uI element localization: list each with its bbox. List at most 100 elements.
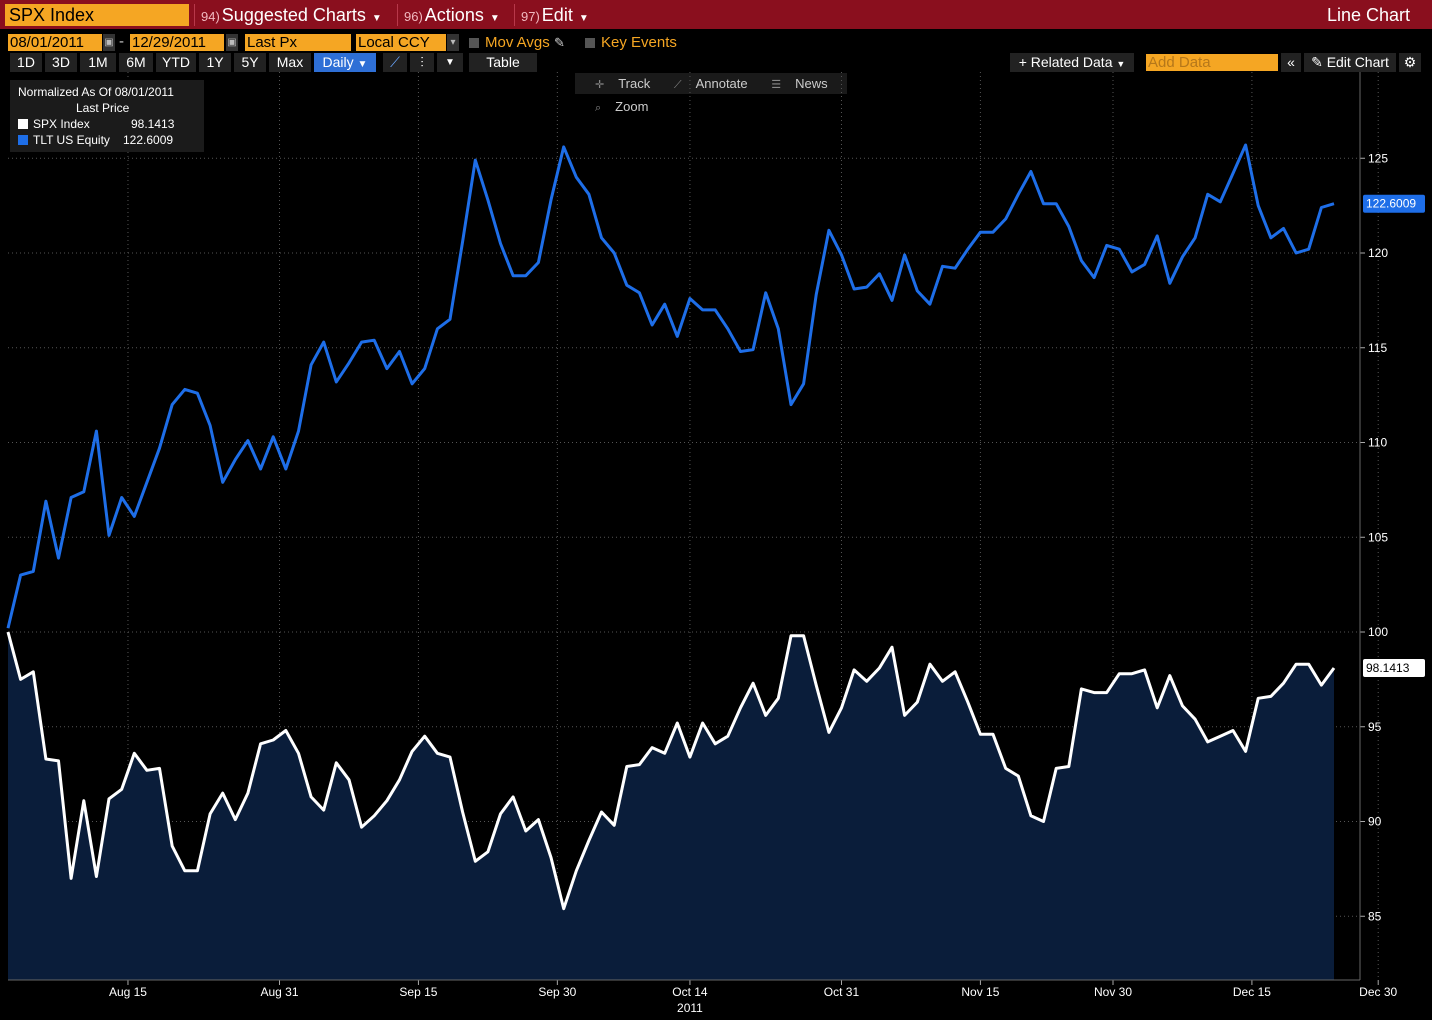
period-button-1y[interactable]: 1Y bbox=[199, 53, 231, 72]
x-axis: Aug 15 Aug 31 Sep 15 Sep 30 Oct 14 Oct 31 Nov … bbox=[8, 979, 1398, 999]
news-icon: ☰ bbox=[771, 79, 782, 91]
legend-tlt-name: TLT US Equity bbox=[33, 133, 110, 147]
x-tick-label: Oct 31 bbox=[824, 985, 860, 999]
key-events-toggle[interactable]: Key Events bbox=[585, 34, 677, 51]
related-data-label: Related Data bbox=[1030, 54, 1113, 70]
security-ticker-field[interactable]: SPX Index bbox=[5, 4, 189, 26]
dropdown-arrow-icon[interactable]: ▾ bbox=[447, 34, 459, 51]
pencil-icon: ✎ bbox=[1311, 54, 1323, 70]
chart-type-title: Line Chart bbox=[1326, 5, 1410, 25]
legend-normalized-text: Normalized As Of 08/01/2011 bbox=[18, 85, 174, 99]
period-button-1d[interactable]: 1D bbox=[10, 53, 42, 72]
y-tick-label: 90 bbox=[1368, 815, 1382, 829]
period-button-1m[interactable]: 1M bbox=[80, 53, 116, 72]
period-button-5y[interactable]: 5Y bbox=[234, 53, 266, 72]
gear-icon[interactable]: ⚙ bbox=[1399, 53, 1421, 72]
menu-label: Edit bbox=[541, 5, 573, 25]
y-tick-label: 85 bbox=[1368, 909, 1382, 923]
y-tick-label: 105 bbox=[1368, 530, 1388, 544]
x-tick-label: Sep 15 bbox=[399, 985, 437, 999]
frequency-label: Daily bbox=[322, 54, 354, 70]
menu-label: Actions bbox=[424, 5, 484, 25]
menu-label: Suggested Charts bbox=[221, 5, 366, 25]
spx-series-line[interactable] bbox=[6, 631, 1336, 911]
legend-spx-name: SPX Index bbox=[33, 117, 90, 131]
end-date-field[interactable]: 12/29/2011 bbox=[130, 34, 224, 51]
spx-last-value-tag-bg bbox=[1363, 659, 1425, 678]
top-menu-bar: SPX Index 94) Suggested Charts ▼ 96) Action… bbox=[0, 0, 1432, 29]
news-tool[interactable]: ☰ News bbox=[761, 76, 827, 91]
line-chart-icon[interactable]: ⟋ bbox=[383, 53, 407, 72]
legend-entry-spx[interactable]: SPX Index bbox=[18, 116, 90, 132]
y-tick-label: 100 bbox=[1368, 625, 1388, 639]
zoom-icon: ⌕ bbox=[595, 102, 602, 114]
edit-chart-label: Edit Chart bbox=[1326, 54, 1389, 70]
period-button-max[interactable]: Max bbox=[269, 53, 311, 72]
x-tick-label: Aug 15 bbox=[109, 985, 147, 999]
chart-toolbar: ✛ Track ⟋ Annotate ☰ News ⌕ Zoom bbox=[575, 73, 847, 114]
x-tick-label: Oct 14 bbox=[672, 985, 708, 999]
menu-number: 96) bbox=[404, 9, 423, 24]
x-tick-label: Sep 30 bbox=[538, 985, 576, 999]
crosshair-icon: ✛ bbox=[595, 79, 605, 91]
suggested-charts-menu[interactable]: 94) Suggested Charts ▼ bbox=[194, 4, 382, 26]
y-tick-label: 95 bbox=[1368, 720, 1382, 734]
checkbox-icon[interactable] bbox=[585, 38, 595, 49]
chart-style-dropdown-icon[interactable]: ▼ bbox=[437, 53, 463, 72]
news-label: News bbox=[795, 76, 828, 91]
y-axis: 85 90 95 100 105 110 115 120 125 bbox=[1359, 72, 1388, 980]
track-label: Track bbox=[618, 76, 651, 91]
plus-icon: + bbox=[1018, 54, 1027, 70]
period-button-ytd[interactable]: YTD bbox=[156, 53, 196, 72]
legend-tlt-value: 122.6009 bbox=[123, 133, 174, 147]
spx-area-fill bbox=[8, 632, 1334, 980]
annotate-label: Annotate bbox=[695, 76, 748, 91]
legend-price-type: Last Price bbox=[76, 101, 130, 115]
track-tool[interactable]: ✛ Track bbox=[585, 76, 650, 91]
annotate-tool[interactable]: ⟋ Annotate bbox=[664, 76, 748, 91]
related-data-menu[interactable]: + Related Data ▼ bbox=[1010, 53, 1134, 72]
caret-down-icon: ▼ bbox=[578, 13, 589, 24]
checkbox-icon[interactable] bbox=[469, 38, 479, 49]
zoom-label: Zoom bbox=[615, 99, 649, 114]
key-events-label: Key Events bbox=[601, 34, 677, 51]
edit-menu[interactable]: 97) Edit ▼ bbox=[514, 4, 589, 26]
start-date-field[interactable]: 08/01/2011 bbox=[8, 34, 102, 51]
calendar-icon[interactable]: ▣ bbox=[226, 34, 238, 51]
actions-menu[interactable]: 96) Actions ▼ bbox=[397, 4, 500, 26]
collapse-arrows-icon[interactable]: « bbox=[1281, 53, 1301, 72]
caret-down-icon: ▼ bbox=[357, 59, 368, 70]
date-separator: - bbox=[119, 33, 124, 50]
table-button[interactable]: Table bbox=[469, 53, 537, 72]
frequency-select[interactable]: Daily ▼ bbox=[314, 53, 376, 72]
period-button-6m[interactable]: 6M bbox=[119, 53, 153, 72]
add-data-input[interactable]: Add Data bbox=[1146, 54, 1278, 71]
pencil-icon[interactable]: ✎ bbox=[553, 35, 565, 50]
menu-number: 94) bbox=[201, 9, 220, 24]
x-tick-label: Dec 15 bbox=[1233, 985, 1271, 999]
mov-avgs-label: Mov Avgs bbox=[485, 34, 550, 51]
tlt-series-line[interactable] bbox=[6, 143, 1335, 629]
edit-chart-button[interactable]: ✎ Edit Chart bbox=[1304, 53, 1396, 72]
chart-legend: Normalized As Of 08/01/2011 Last Price S… bbox=[10, 80, 204, 152]
zoom-tool[interactable]: ⌕ Zoom bbox=[585, 99, 648, 114]
last-value-tags: 122.6009 98.1413 bbox=[1363, 194, 1425, 678]
period-button-3d[interactable]: 3D bbox=[45, 53, 77, 72]
bar-style-icon[interactable]: ⫶ bbox=[410, 53, 434, 72]
x-tick-label: Dec 30 bbox=[1359, 985, 1397, 999]
caret-down-icon: ▼ bbox=[489, 13, 500, 24]
legend-swatch-tlt bbox=[18, 135, 28, 145]
legend-swatch-spx bbox=[18, 119, 28, 129]
price-field-select[interactable]: Last Px bbox=[245, 34, 351, 51]
currency-select[interactable]: Local CCY bbox=[356, 34, 446, 51]
x-tick-label: Nov 15 bbox=[961, 985, 999, 999]
caret-down-icon: ▼ bbox=[1116, 59, 1126, 69]
y-tick-label: 120 bbox=[1368, 246, 1388, 260]
mov-avgs-toggle[interactable]: Mov Avgs ✎ bbox=[469, 34, 565, 51]
annotate-icon: ⟋ bbox=[673, 79, 682, 91]
calendar-icon[interactable]: ▣ bbox=[103, 34, 115, 51]
x-tick-label: Nov 30 bbox=[1094, 985, 1132, 999]
legend-entry-tlt[interactable]: TLT US Equity bbox=[18, 132, 110, 148]
spx-last-value-tag: 98.1413 bbox=[1366, 661, 1410, 675]
